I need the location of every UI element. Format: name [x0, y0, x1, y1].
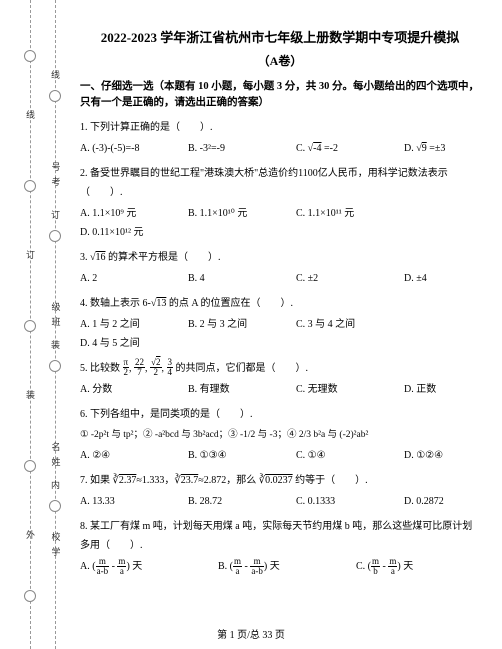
option-d: D. ①②④ [404, 446, 443, 465]
option-c: C. 3 与 4 之间 [296, 315, 386, 334]
margin-label: 考 [50, 175, 62, 188]
fraction: 227 [134, 358, 145, 377]
option-d: D. 0.11×10¹² 元 [80, 223, 144, 242]
margin-label: 装 [50, 340, 62, 349]
margin-label: 线 [50, 70, 62, 79]
option-b: B. 有理数 [188, 380, 278, 399]
question-4: 4. 数轴上表示 6-√13 的点 A 的位置应在（ ）. [80, 294, 480, 313]
binding-margin: 线 线 号 考 订 订 级 班 装 装 名 姓 外 校 学 内 [0, 0, 75, 649]
question-2: 2. 备受世界瞩目的世纪工程"港珠澳大桥"总造价约1100亿人民币，用科学记数法… [80, 164, 480, 202]
page-footer: 第 1 页/总 33 页 [0, 626, 502, 641]
question-3-options: A. 2 B. 4 C. ±2 D. ±4 [80, 269, 480, 288]
margin-label: 姓 [50, 455, 62, 468]
option-b: B. 4 [188, 269, 278, 288]
option-d: D. ±4 [404, 269, 427, 288]
option-b: B. 28.72 [188, 492, 278, 511]
question-8: 8. 某工厂有煤 m 吨，计划每天用煤 a 吨，实际每天节约用煤 b 吨，那么这… [80, 517, 480, 555]
punch-hole [24, 50, 36, 62]
option-c: C. 0.1333 [296, 492, 386, 511]
margin-label: 订 [50, 210, 62, 219]
option-a: A. 2 [80, 269, 170, 288]
option-a: A. 1.1×10⁹ 元 [80, 204, 170, 223]
question-1: 1. 下列计算正确的是（ ）. [80, 118, 480, 137]
option-a: A. 1 与 2 之间 [80, 315, 170, 334]
punch-hole [49, 90, 61, 102]
option-d: D. 正数 [404, 380, 436, 399]
punch-hole [49, 360, 61, 372]
question-7-options: A. 13.33 B. 28.72 C. 0.1333 D. 0.2872 [80, 492, 480, 511]
option-b: B. ①③④ [188, 446, 278, 465]
question-3: 3. √16 的算术平方根是（ ）. [80, 248, 480, 267]
option-b: B. -3²=-9 [188, 139, 278, 158]
margin-label: 班 [50, 315, 62, 328]
margin-label: 校 [50, 530, 62, 543]
option-c: C. √-4 =-2 [296, 139, 386, 158]
question-8-options: A. (ma-b - ma) 天 B. (ma - ma-b) 天 C. (mb… [80, 557, 480, 576]
question-1-options: A. (-3)-(-5)=-8 B. -3²=-9 C. √-4 =-2 D. … [80, 139, 480, 158]
margin-label: 外 [25, 530, 37, 539]
margin-label: 装 [25, 390, 37, 399]
option-b: B. 2 与 3 之间 [188, 315, 278, 334]
option-d: D. √9 =±3 [404, 139, 445, 158]
question-6-items: ① -2p²t 与 tp²；② -a²bcd 与 3b²acd；③ -1/2 与… [80, 426, 480, 444]
fraction: √22 [150, 358, 161, 377]
exam-title: 2022-2023 学年浙江省杭州市七年级上册数学期中专项提升模拟 [80, 28, 480, 48]
question-4-options: A. 1 与 2 之间 B. 2 与 3 之间 C. 3 与 4 之间 D. 4… [80, 315, 480, 353]
option-a: A. 13.33 [80, 492, 170, 511]
margin-label: 线 [25, 110, 37, 119]
option-d: D. 0.2872 [404, 492, 444, 511]
page-content: 2022-2023 学年浙江省杭州市七年级上册数学期中专项提升模拟 （A卷） 一… [80, 28, 480, 583]
punch-hole [49, 500, 61, 512]
option-c: C. (mb - ma) 天 [356, 557, 413, 576]
option-d: D. 4 与 5 之间 [80, 334, 140, 353]
option-b: B. 1.1×10¹⁰ 元 [188, 204, 278, 223]
fraction: π2 [123, 358, 130, 377]
option-a: A. 分数 [80, 380, 170, 399]
margin-label: 名 [50, 440, 62, 453]
punch-hole [24, 460, 36, 472]
option-a: A. (ma-b - ma) 天 [80, 557, 200, 576]
margin-label: 号 [50, 160, 62, 173]
fraction: 34 [167, 358, 174, 377]
margin-label: 内 [50, 480, 62, 489]
punch-hole [24, 320, 36, 332]
section-heading: 一、仔细选一选（本题有 10 小题，每小题 3 分，共 30 分。每小题给出的四… [80, 79, 480, 113]
question-6: 6. 下列各组中，是同类项的是（ ）. [80, 405, 480, 424]
question-5-options: A. 分数 B. 有理数 C. 无理数 D. 正数 [80, 380, 480, 399]
option-c: C. ±2 [296, 269, 386, 288]
margin-label: 学 [50, 545, 62, 558]
question-5: 5. 比较数 π2, 227, √22, 34 的共同点，它们都是（ ）. [80, 359, 480, 378]
exam-subtitle: （A卷） [80, 52, 480, 69]
option-c: C. 1.1×10¹¹ 元 [296, 204, 386, 223]
punch-hole [24, 180, 36, 192]
margin-label: 级 [50, 300, 62, 313]
margin-label: 订 [25, 250, 37, 259]
option-c: C. 无理数 [296, 380, 386, 399]
question-2-options: A. 1.1×10⁹ 元 B. 1.1×10¹⁰ 元 C. 1.1×10¹¹ 元… [80, 204, 480, 242]
punch-hole [24, 590, 36, 602]
punch-hole [49, 230, 61, 242]
option-a: A. (-3)-(-5)=-8 [80, 139, 170, 158]
question-6-options: A. ②④ B. ①③④ C. ①④ D. ①②④ [80, 446, 480, 465]
option-a: A. ②④ [80, 446, 170, 465]
option-b: B. (ma - ma-b) 天 [218, 557, 338, 576]
option-c: C. ①④ [296, 446, 386, 465]
question-7: 7. 如果 ∛2.37≈1.333，∛23.7≈2.872，那么 ∛0.0237… [80, 471, 480, 490]
